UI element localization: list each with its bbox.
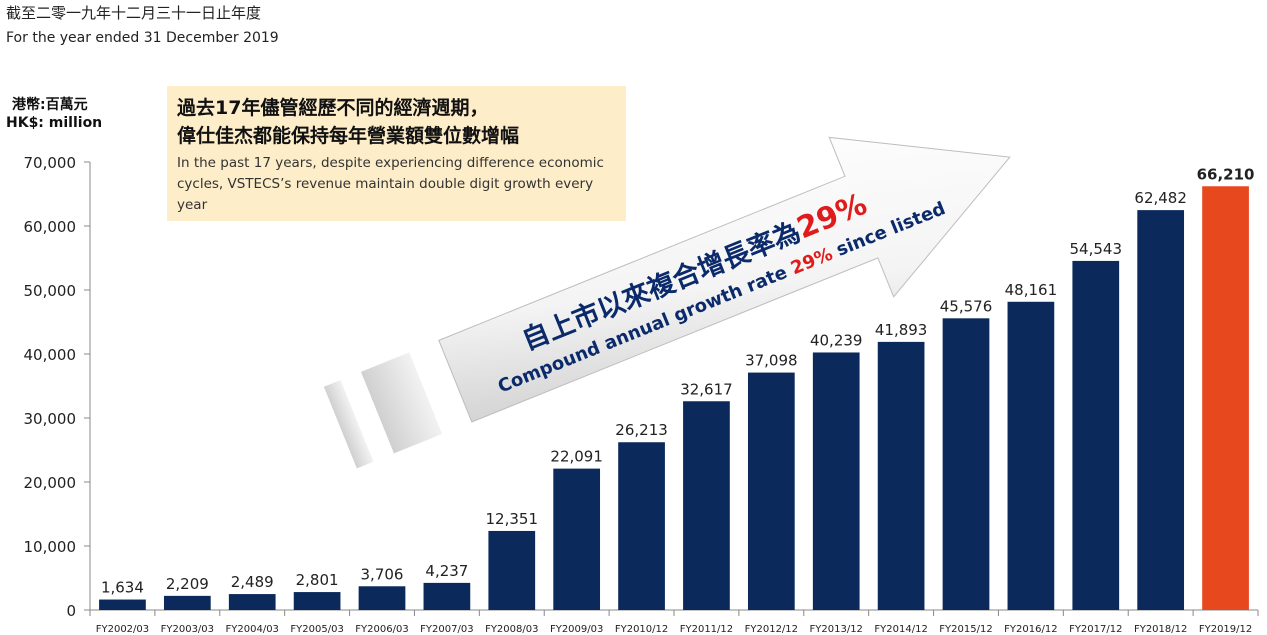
unit-label-en: HK$: million	[6, 115, 103, 131]
bar-fy2017-12	[1072, 260, 1120, 610]
bar-fy2003-03	[163, 595, 211, 610]
x-category-label: FY2012/12	[745, 624, 798, 635]
bar-fy2019-12	[1202, 186, 1249, 611]
growth-arrow-stub-2	[323, 380, 374, 469]
bar-value-label: 66,210	[1197, 165, 1255, 183]
x-category-label: FY2002/03	[96, 624, 149, 635]
x-category-label: FY2009/03	[550, 624, 603, 635]
growth-arrow-stub-1	[360, 352, 443, 454]
bar-value-label: 12,351	[486, 510, 539, 528]
bar-value-label: 4,237	[425, 562, 468, 580]
bar-fy2004-03	[228, 594, 276, 610]
bar-value-label: 45,576	[940, 297, 993, 315]
bar-value-label: 40,239	[810, 331, 863, 349]
y-tick-label: 70,000	[24, 154, 77, 172]
bar-value-label: 54,543	[1070, 240, 1123, 258]
bar-value-label: 2,489	[231, 573, 274, 591]
bar-value-label: 41,893	[875, 321, 928, 339]
growth-arrow-body	[438, 136, 1011, 423]
x-category-label: FY2011/12	[680, 624, 733, 635]
x-category-label: FY2014/12	[874, 624, 927, 635]
bar-value-label: 37,098	[745, 352, 798, 370]
x-category-label: FY2016/12	[1004, 624, 1057, 635]
bar-value-label: 3,706	[361, 565, 404, 583]
callout-cn-line-1: 過去17年儘管經歷不同的經濟週期，	[177, 97, 489, 119]
x-category-label: FY2006/03	[355, 624, 408, 635]
bar-fy2013-12	[812, 352, 860, 610]
callout-box: 過去17年儘管經歷不同的經濟週期， 偉仕佳杰都能保持每年營業額雙位數增幅 In …	[167, 86, 626, 221]
bar-value-label: 62,482	[1134, 189, 1187, 207]
x-category-label: FY2015/12	[939, 624, 992, 635]
x-category-label: FY2004/03	[226, 624, 279, 635]
y-tick-label: 10,000	[24, 538, 77, 556]
bar-fy2016-12	[1007, 301, 1055, 610]
y-tick-label: 40,000	[24, 346, 77, 364]
unit-label-cn: 港幣:百萬元	[12, 97, 88, 113]
callout-cn-line-2: 偉仕佳杰都能保持每年營業額雙位數增幅	[177, 125, 520, 147]
bar-value-label: 48,161	[1005, 281, 1058, 299]
y-tick-label: 20,000	[24, 474, 77, 492]
bar-fy2006-03	[358, 586, 406, 610]
bar-fy2012-12	[747, 372, 795, 610]
x-category-label: FY2013/12	[810, 624, 863, 635]
x-category-label: FY2019/12	[1199, 624, 1252, 635]
y-tick-label: 60,000	[24, 218, 77, 236]
bar-value-label: 22,091	[550, 448, 603, 466]
y-axis: 0 10,000 20,000 30,000 40,000 50,000 60,000 70,…	[24, 154, 1259, 620]
bar-value-label: 1,634	[101, 579, 144, 597]
bar-fy2010-12	[618, 442, 665, 610]
bar-value-label: 2,209	[166, 575, 209, 593]
bar-fy2002-03	[99, 599, 146, 610]
bar-fy2008-03	[488, 530, 536, 610]
header-title-cn: 截至二零一九年十二月三十一日止年度	[6, 4, 262, 22]
bar-fy2014-12	[877, 341, 925, 610]
bar-fy2011-12	[683, 401, 730, 610]
bar-fy2015-12	[942, 318, 990, 610]
y-tick-label: 30,000	[24, 410, 77, 428]
x-category-label: FY2017/12	[1069, 624, 1122, 635]
y-tick-label: 0	[66, 602, 76, 620]
x-category-label: FY2007/03	[420, 624, 473, 635]
bar-fy2009-03	[553, 468, 601, 610]
bar-fy2007-03	[423, 582, 471, 610]
bar-value-label: 2,801	[296, 571, 339, 589]
x-category-label: FY2005/03	[290, 624, 343, 635]
x-category-label: FY2003/03	[161, 624, 214, 635]
bar-value-label: 26,213	[615, 421, 668, 439]
x-category-label: FY2018/12	[1134, 624, 1187, 635]
bar-series: 1,634 FY2002/03 2,209 FY2003/03 2,489 FY2004/…	[96, 165, 1255, 635]
bar-value-label: 32,617	[680, 380, 733, 398]
bar-fy2018-12	[1137, 210, 1185, 610]
bar-fy2005-03	[293, 592, 341, 610]
x-category-label: FY2008/03	[485, 624, 538, 635]
callout-en-text: In the past 17 years, despite experienci…	[177, 155, 604, 213]
y-tick-label: 50,000	[24, 282, 77, 300]
x-category-label: FY2010/12	[615, 624, 668, 635]
header-title-en: For the year ended 31 December 2019	[6, 30, 279, 46]
